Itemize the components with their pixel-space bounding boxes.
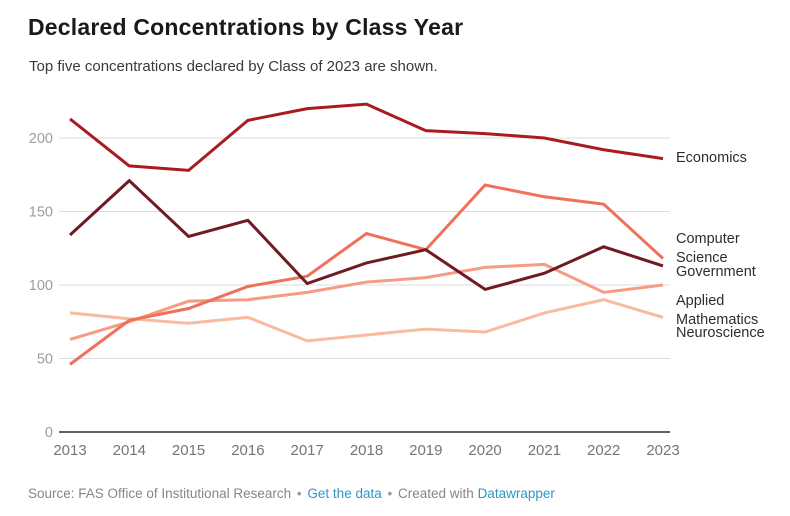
series-label-government: Government xyxy=(676,264,756,280)
x-tick-label-2018: 2018 xyxy=(350,442,383,459)
series-label-applied-mathematics: Applied xyxy=(676,293,724,309)
series-line-applied-mathematics xyxy=(69,262,664,341)
series-line-economics xyxy=(69,102,664,172)
created-with-label: Created with xyxy=(398,486,474,501)
x-tick-label-2016: 2016 xyxy=(231,442,264,459)
separator-dot: • xyxy=(387,486,393,501)
separator-dot: • xyxy=(296,486,302,501)
series-line-neuroscience xyxy=(69,298,664,343)
y-tick-label-100: 100 xyxy=(29,278,53,294)
x-tick-label-2013: 2013 xyxy=(53,442,86,459)
x-tick-label-2023: 2023 xyxy=(646,442,679,459)
series-label-economics: Economics xyxy=(676,150,747,166)
y-tick-label-50: 50 xyxy=(37,352,53,368)
series-line-computer-science xyxy=(69,183,665,366)
x-tick-label-2015: 2015 xyxy=(172,442,205,459)
y-tick-label-0: 0 xyxy=(45,425,53,441)
source-label: Source: xyxy=(28,486,75,501)
datawrapper-link[interactable]: Datawrapper xyxy=(477,486,555,501)
get-the-data-link[interactable]: Get the data xyxy=(307,486,382,501)
series-label-computer-science: Computer xyxy=(676,231,740,247)
x-tick-label-2014: 2014 xyxy=(113,442,146,459)
series-label-neuroscience: Neuroscience xyxy=(676,325,765,341)
source-name: FAS Office of Institutional Research xyxy=(78,486,292,501)
chart-subtitle: Top five concentrations declared by Clas… xyxy=(29,58,438,75)
y-tick-label-200: 200 xyxy=(29,131,53,147)
x-tick-label-2020: 2020 xyxy=(468,442,501,459)
chart-title: Declared Concentrations by Class Year xyxy=(28,14,464,40)
series-line-government xyxy=(68,178,664,292)
x-tick-label-2019: 2019 xyxy=(409,442,442,459)
chart-footer: Source: FAS Office of Institutional Rese… xyxy=(28,486,555,501)
x-tick-label-2017: 2017 xyxy=(291,442,324,459)
series-label-computer-science: Science xyxy=(676,250,728,266)
x-tick-label-2021: 2021 xyxy=(528,442,561,459)
x-tick-label-2022: 2022 xyxy=(587,442,620,459)
y-tick-label-150: 150 xyxy=(29,205,53,221)
series-label-applied-mathematics: Mathematics xyxy=(676,312,758,328)
